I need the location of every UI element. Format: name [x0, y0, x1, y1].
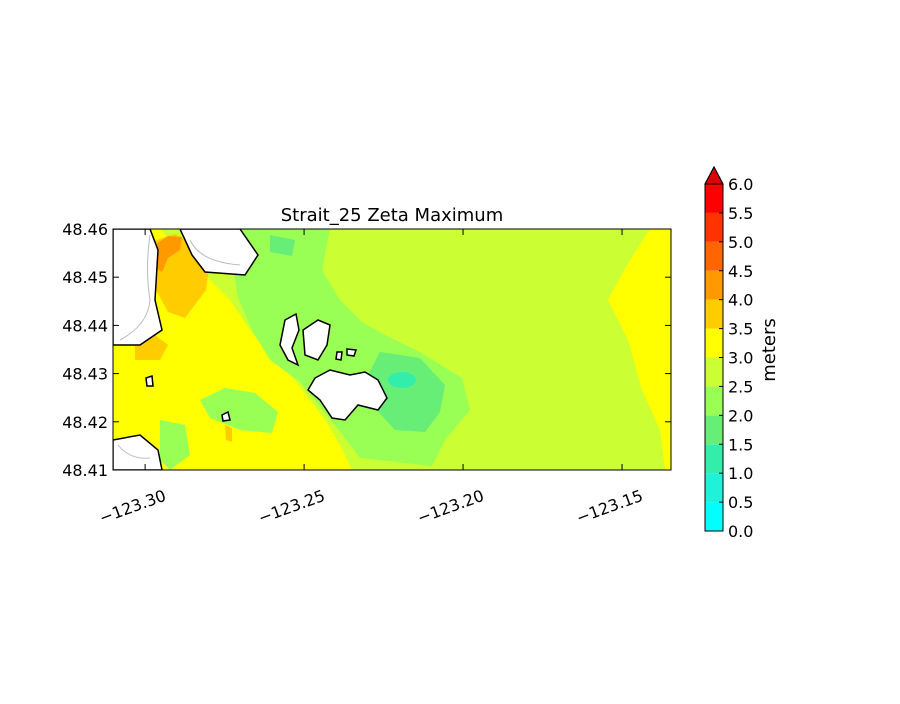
y-tick-label: 48.41 — [62, 461, 108, 480]
colorbar-tick-label: 3.5 — [728, 320, 753, 339]
contour-region — [225, 425, 232, 442]
contour-region — [368, 352, 445, 432]
contour-region — [608, 229, 671, 470]
contour-region — [388, 372, 416, 388]
colorbar-tick-label: 1.0 — [728, 464, 753, 483]
colorbar-tick-label: 0.0 — [728, 522, 753, 541]
colorbar-band — [705, 473, 723, 503]
contour-region — [270, 235, 295, 256]
contour-region — [160, 420, 190, 470]
colorbar-tick-label: 0.5 — [728, 493, 753, 512]
colorbar-extend — [704, 165, 724, 185]
y-tick-label: 48.42 — [62, 413, 108, 432]
colorbar-tick-label: 4.0 — [728, 291, 753, 310]
colorbar-band — [705, 299, 723, 329]
plot-frame — [112, 228, 672, 471]
contour-field — [113, 229, 671, 470]
colorbar-label: meters — [759, 318, 780, 382]
colorbar-band — [705, 241, 723, 271]
x-tick-label: −123.15 — [574, 486, 646, 528]
colorbar-tick-label: 2.0 — [728, 406, 753, 425]
colorbar-band — [705, 212, 723, 242]
colorbar-band — [705, 357, 723, 387]
colorbar-band — [705, 386, 723, 416]
y-tick-label: 48.46 — [62, 220, 108, 239]
contour-region — [150, 236, 182, 272]
y-tick-label: 48.44 — [62, 316, 108, 335]
colorbar-band — [705, 444, 723, 474]
colorbar-band — [705, 328, 723, 358]
x-tick-label: −123.30 — [97, 486, 169, 528]
y-tick-label: 48.43 — [62, 365, 108, 384]
colorbar-band — [705, 415, 723, 445]
colorbar-tick-label: 4.5 — [728, 262, 753, 281]
contour-region — [200, 388, 278, 433]
colorbar-tick-label: 3.0 — [728, 349, 753, 368]
colorbar-tick-label: 6.0 — [728, 175, 753, 194]
x-tick-label: −123.20 — [415, 486, 487, 528]
colorbar-band — [705, 502, 723, 531]
chart-title: Strait_25 Zeta Maximum — [281, 205, 504, 226]
y-tick-label: 48.45 — [62, 268, 108, 287]
colorbar-tick-label: 2.5 — [728, 377, 753, 396]
x-tick-label: −123.25 — [256, 486, 328, 528]
colorbar-tick-label: 5.5 — [728, 204, 753, 223]
colorbar-tick-label: 5.0 — [728, 233, 753, 252]
colorbar-band — [705, 270, 723, 300]
colorbar-tick-label: 1.5 — [728, 435, 753, 454]
colorbar-band — [705, 184, 723, 213]
